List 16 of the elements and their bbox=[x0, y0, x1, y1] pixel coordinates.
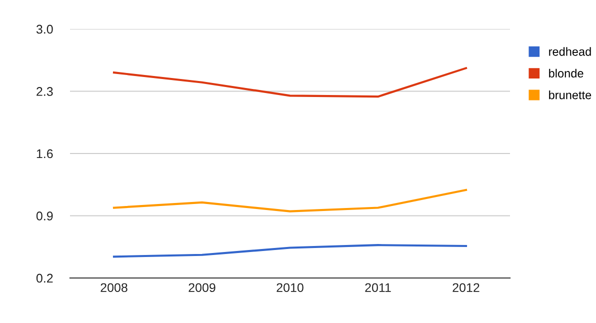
y-tick-label: 0.9 bbox=[36, 212, 53, 220]
x-tick-label: 2012 bbox=[452, 283, 480, 292]
x-tick-label: 2008 bbox=[100, 283, 128, 292]
line-series bbox=[112, 188, 468, 212]
line-series bbox=[112, 244, 468, 258]
y-tick-label: 1.6 bbox=[36, 149, 53, 158]
legend-label: brunette bbox=[549, 90, 592, 100]
x-tick-label: 2009 bbox=[188, 283, 216, 292]
y-tick-label: 2.3 bbox=[36, 87, 53, 96]
legend-label: redhead bbox=[549, 47, 591, 56]
legend-label: blonde bbox=[549, 68, 584, 78]
y-tick-label: 0.2 bbox=[36, 274, 53, 283]
line-series bbox=[112, 67, 468, 98]
x-tick-label: 2011 bbox=[365, 283, 391, 292]
x-tick-label: 2010 bbox=[276, 283, 304, 292]
y-tick-label: 3.0 bbox=[36, 24, 53, 34]
